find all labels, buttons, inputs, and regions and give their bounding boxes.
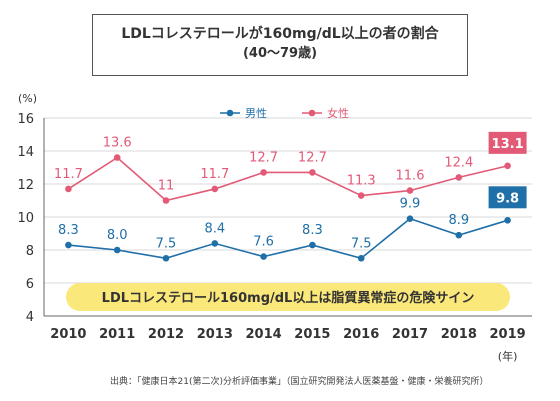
data-label-male: 8.9 [448,213,469,228]
data-point-female [309,169,316,176]
data-label-female: 13.1 [492,137,524,152]
x-tick-label: 2016 [343,327,379,342]
data-label-female: 11.3 [347,174,376,189]
chart-title: LDLコレステロールが160mg/dL以上の者の割合 [121,26,439,42]
data-point-female [211,185,219,193]
data-point-male [309,241,316,249]
legend: 男性 女性 [220,106,349,120]
data-label-male: 8.4 [204,221,225,236]
x-tick-label: 2013 [197,327,233,342]
x-tick-label: 2019 [490,327,526,342]
data-label-female: 13.6 [103,136,132,151]
legend-label-male: 男性 [245,106,267,120]
data-label-female: 12.7 [298,150,327,165]
data-label-male: 8.3 [302,223,323,238]
x-tick-label: 2015 [294,327,330,342]
y-tick-label: 10 [17,211,34,226]
chart-title-box: LDLコレステロールが160mg/dL以上の者の割合 (40〜79歳) [92,14,468,76]
legend-label-female: 女性 [327,106,349,120]
x-tick-label: 2011 [99,327,135,342]
y-tick-label: 6 [26,277,34,292]
data-point-male [211,240,219,247]
data-point-female [406,187,414,194]
data-label-male: 8.0 [107,228,128,243]
data-point-male [162,254,170,262]
data-point-male [357,254,365,262]
data-label-female: 11.6 [396,169,425,184]
data-point-male [260,253,267,260]
data-point-female [455,174,463,181]
chart-subtitle: (40〜79歳) [242,46,318,61]
data-point-female [260,169,267,176]
highlight-label-box-female [488,131,527,154]
data-label-female: 11.7 [54,167,83,182]
data-label-male: 9.8 [496,191,519,206]
data-label-male: 8.3 [58,223,79,238]
data-label-female: 11.7 [200,167,229,182]
banner: LDLコレステロール160mg/dL以上は脂質異常症の危険サイン [66,283,510,311]
y-tick-label: 14 [17,145,34,160]
x-unit-label: (年) [498,349,518,363]
data-label-female: 12.7 [249,150,278,165]
x-tick-label: 2010 [50,327,86,342]
data-label-female: 11 [158,179,175,194]
highlight-label-box-male [488,186,527,209]
data-point-female [162,197,170,204]
y-tick-label: 8 [26,244,34,259]
series: 8.3 8.0 7.5 8.4 7.6 8.3 7.5 9.9 8.9 9.8 11.7 13.6 11… [54,131,527,262]
data-point-male [65,241,72,249]
data-point-male [406,215,414,222]
data-point-female [113,154,121,161]
y-tick-label: 4 [26,310,34,325]
y-unit-label: (%) [18,92,37,105]
data-label-male: 7.5 [156,236,177,251]
x-tick-label: 2014 [246,327,282,342]
source-note: 出典：「健康日本21(第二次)分析評価事業」（国立研究開発法人医薬基盤・健康・栄… [110,377,489,387]
data-point-female [65,185,72,193]
series-line-male [68,217,508,260]
legend-marker-male [226,109,234,117]
banner-text: LDLコレステロール160mg/dL以上は脂質異常症の危険サイン [102,290,475,306]
axes: 4 6 8 10 12 14 16 (%) (年) 2010 2011 2012 2013 2014 201… [17,92,532,363]
data-label-male: 7.6 [253,235,274,250]
data-label-male: 9.9 [400,197,421,212]
y-tick-label: 12 [17,178,34,193]
x-tick-label: 2012 [148,327,184,342]
data-point-male [504,217,511,224]
banner-background [66,283,510,311]
data-point-female [357,192,365,199]
x-tick-label: 2017 [392,327,428,342]
data-point-female [504,162,511,170]
series-line-female [67,156,508,202]
data-label-female: 12.4 [444,155,473,170]
data-point-male [113,246,121,254]
data-point-male [455,231,463,239]
data-label-male: 7.5 [351,236,372,251]
x-tick-label: 2018 [441,327,477,342]
legend-marker-female [308,109,316,117]
y-tick-label: 16 [17,112,34,127]
